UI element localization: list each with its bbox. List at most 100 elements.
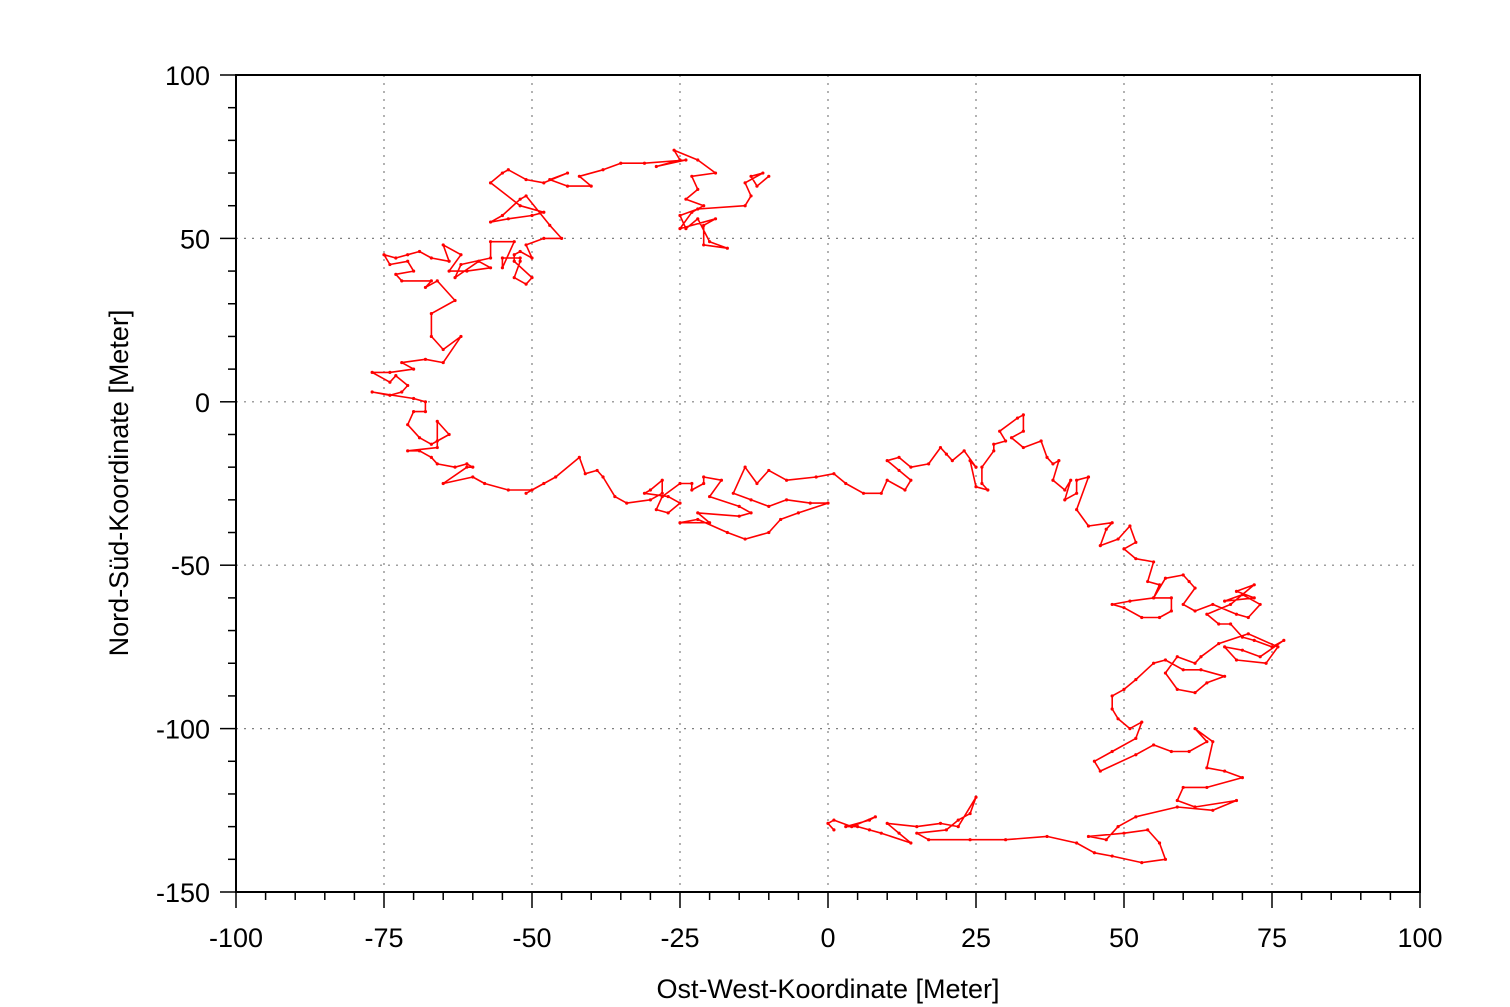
trajectory-point bbox=[1169, 749, 1173, 754]
trajectory-point bbox=[903, 488, 907, 492]
trajectory-point bbox=[660, 491, 664, 495]
trajectory-point bbox=[530, 213, 534, 218]
trajectory-point bbox=[1004, 838, 1008, 842]
trajectory-point bbox=[749, 194, 753, 198]
trajectory-point bbox=[435, 279, 439, 283]
trajectory-point bbox=[1122, 687, 1126, 691]
trajectory-point bbox=[1193, 727, 1197, 731]
trajectory-point bbox=[1009, 436, 1014, 440]
trajectory-point bbox=[1128, 524, 1132, 528]
trajectory-point bbox=[986, 488, 990, 492]
trajectory-point bbox=[1075, 508, 1079, 512]
trajectory-point bbox=[974, 465, 978, 469]
trajectory-point bbox=[577, 455, 581, 459]
trajectory-point bbox=[512, 240, 516, 244]
trajectory-point bbox=[944, 828, 949, 832]
trajectory-point bbox=[909, 465, 913, 469]
trajectory-point bbox=[1110, 707, 1114, 711]
trajectory-point bbox=[429, 279, 433, 283]
trajectory-point bbox=[429, 442, 433, 446]
trajectory-point bbox=[1116, 717, 1120, 721]
trajectory-point bbox=[423, 357, 428, 361]
trajectory-point bbox=[743, 465, 747, 469]
trajectory-point bbox=[743, 181, 747, 185]
trajectory-point bbox=[708, 494, 712, 499]
trajectory-point bbox=[500, 266, 504, 270]
trajectory-point bbox=[1116, 825, 1120, 829]
trajectory-point bbox=[731, 491, 735, 495]
trajectory-point bbox=[441, 243, 445, 247]
trajectory-point bbox=[1175, 655, 1179, 659]
trajectory-point bbox=[394, 374, 398, 378]
trajectory-point bbox=[453, 298, 457, 303]
trajectory-point bbox=[554, 475, 558, 479]
trajectory-point bbox=[518, 204, 522, 208]
trajectory-point bbox=[956, 825, 960, 829]
trajectory-point bbox=[1252, 638, 1256, 642]
trajectory-point bbox=[885, 478, 889, 482]
trajectory-point bbox=[1240, 593, 1244, 597]
trajectory-point bbox=[743, 537, 747, 541]
trajectory-point bbox=[400, 360, 404, 365]
trajectory-point bbox=[471, 465, 475, 469]
trajectory-point bbox=[1134, 540, 1138, 544]
trajectory-point bbox=[725, 246, 729, 250]
trajectory-point bbox=[1205, 681, 1209, 685]
trajectory-point bbox=[1199, 668, 1203, 672]
trajectory-point bbox=[423, 285, 428, 290]
trajectory-point bbox=[423, 400, 428, 404]
trajectory-point bbox=[867, 818, 872, 822]
x-tick-label: 25 bbox=[961, 923, 991, 953]
trajectory-point bbox=[1098, 543, 1102, 548]
trajectory-point bbox=[1075, 491, 1079, 495]
trajectory-point bbox=[767, 468, 771, 473]
trajectory-point bbox=[388, 262, 392, 267]
trajectory-point bbox=[897, 831, 901, 835]
trajectory-point bbox=[524, 282, 528, 286]
trajectory-point bbox=[702, 204, 706, 208]
trajectory-point bbox=[465, 269, 469, 273]
trajectory-point bbox=[1157, 615, 1162, 620]
trajectory-point bbox=[968, 811, 972, 816]
trajectory-point bbox=[927, 462, 931, 466]
trajectory-point bbox=[660, 478, 664, 482]
x-axis-title: Ost-West-Koordinate [Meter] bbox=[656, 974, 999, 1004]
trajectory-point bbox=[1258, 602, 1262, 607]
trajectory-point bbox=[708, 240, 712, 244]
trajectory-point bbox=[678, 521, 682, 525]
trajectory-point bbox=[885, 821, 889, 825]
trajectory-point bbox=[1063, 488, 1067, 492]
trajectory-point bbox=[885, 459, 889, 463]
trajectory-point bbox=[980, 465, 984, 469]
trajectory-point bbox=[1104, 838, 1108, 842]
x-tick-label: 100 bbox=[1397, 923, 1442, 953]
y-tick-label: 50 bbox=[180, 224, 210, 254]
y-tick-label: -100 bbox=[156, 715, 210, 745]
y-tick-label: 0 bbox=[195, 388, 210, 418]
trajectory-point bbox=[1092, 851, 1096, 855]
trajectory-point bbox=[1163, 658, 1168, 662]
trajectory-point bbox=[465, 465, 469, 469]
trajectory-point bbox=[429, 334, 433, 339]
trajectory-point bbox=[459, 334, 463, 339]
trajectory-point bbox=[601, 475, 605, 479]
trajectory-point bbox=[1157, 841, 1162, 845]
trajectory-point bbox=[1240, 648, 1244, 652]
trajectory-point bbox=[1122, 547, 1126, 551]
trajectory-point bbox=[690, 174, 694, 178]
trajectory-point bbox=[690, 210, 694, 214]
trajectory-point bbox=[684, 197, 688, 201]
trajectory-point bbox=[690, 481, 694, 486]
trajectory-point bbox=[1104, 527, 1108, 531]
trajectory-point bbox=[1217, 642, 1221, 646]
trajectory-point bbox=[530, 488, 534, 492]
trajectory-point bbox=[1134, 736, 1138, 741]
trajectory-point bbox=[1193, 805, 1197, 809]
trajectory-point bbox=[915, 831, 919, 835]
trajectory-point bbox=[429, 311, 433, 316]
trajectory-point bbox=[909, 478, 913, 482]
trajectory-point bbox=[1110, 602, 1114, 607]
trajectory-point bbox=[1276, 645, 1280, 649]
trajectory-point bbox=[435, 439, 439, 443]
x-tick-label: 75 bbox=[1257, 923, 1287, 953]
